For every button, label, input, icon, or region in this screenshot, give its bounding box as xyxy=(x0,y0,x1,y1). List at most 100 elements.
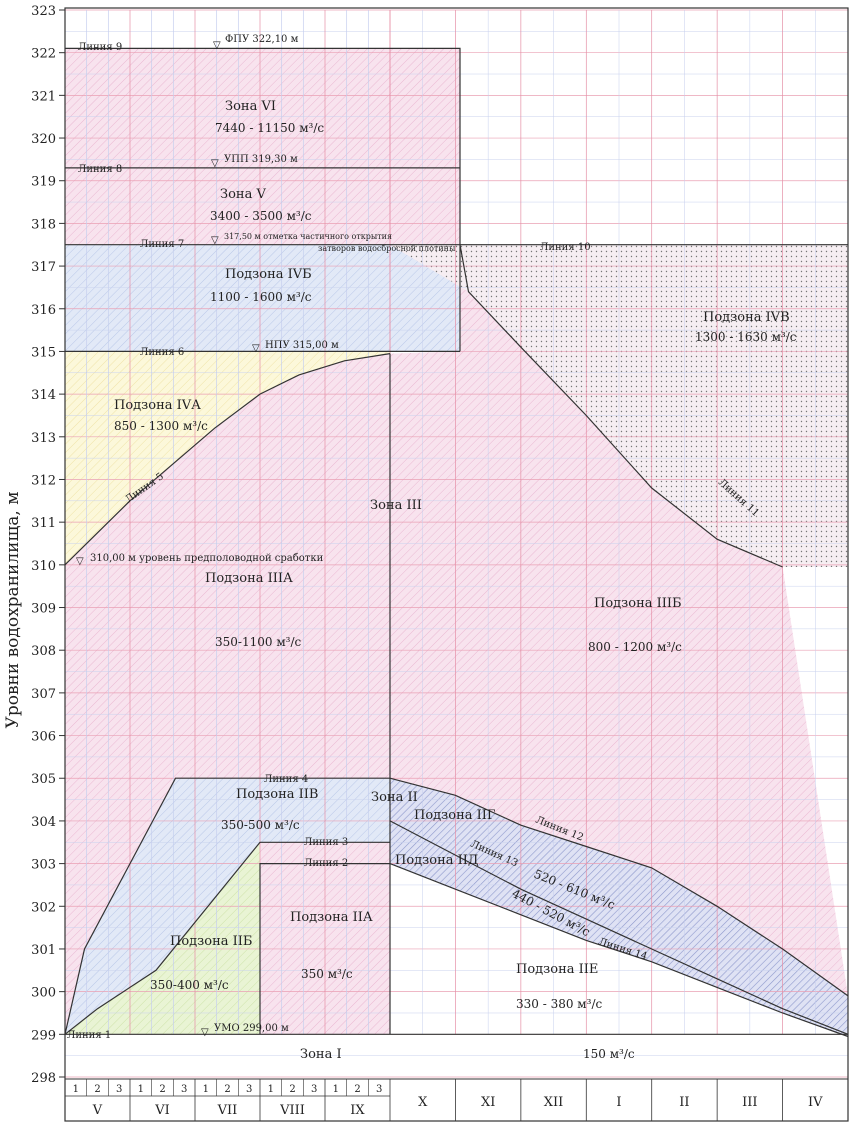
subzone-iie-flow: 330 - 380 м³/с xyxy=(516,997,602,1011)
y-tick-label: 316 xyxy=(31,303,56,318)
subzone-ivb-area xyxy=(65,244,460,352)
month-label: II xyxy=(679,1095,689,1110)
line-3 xyxy=(64,841,390,1035)
month-label: III xyxy=(742,1095,757,1110)
zone-i-name: Зона I xyxy=(300,1047,342,1062)
line-9-label: Линия 9 xyxy=(78,42,122,53)
decade-label: 1 xyxy=(138,1084,144,1095)
decade-label: 2 xyxy=(289,1084,295,1095)
npu-marker-icon: ▽ xyxy=(252,343,260,354)
zone-ii-name: Зона II xyxy=(371,790,418,805)
y-tick-label: 306 xyxy=(31,730,56,745)
y-tick-label: 301 xyxy=(31,943,56,958)
umo-marker-icon: ▽ xyxy=(201,1027,209,1038)
y-tick-label: 308 xyxy=(31,644,56,659)
y-axis: 298 299 300 301 302 303 304 305 306 307 308 309 310 3… xyxy=(31,4,65,1086)
subzone-iva-area xyxy=(65,351,390,565)
y-tick-label: 319 xyxy=(31,175,56,190)
y-tick-label: 317 xyxy=(31,260,56,275)
line-12 xyxy=(389,777,849,997)
zone-vi-area xyxy=(65,48,460,245)
subzone-iiib-name: Подзона IIIБ xyxy=(594,596,682,611)
y-tick-label: 321 xyxy=(31,89,56,104)
subzone-iib-name: Подзона IIБ xyxy=(170,934,252,949)
upp-marker-icon: ▽ xyxy=(211,158,219,169)
y-axis-label: Уровни водохранилища, м xyxy=(3,492,23,729)
decade-label: 1 xyxy=(73,1084,79,1095)
month-label: X xyxy=(418,1095,428,1110)
decade-label: 1 xyxy=(203,1084,209,1095)
zone-v-flow: 3400 - 3500 м³/с xyxy=(210,209,312,223)
zone-v-name: Зона V xyxy=(220,187,266,202)
decade-label: 3 xyxy=(181,1084,187,1095)
decade-label: 3 xyxy=(311,1084,317,1095)
y-tick-label: 323 xyxy=(31,4,56,19)
month-label: IX xyxy=(350,1103,365,1118)
y-tick-label: 303 xyxy=(31,858,56,873)
subzone-ivb-flow: 1100 - 1600 м³/с xyxy=(210,290,312,304)
subzone-iva-flow: 850 - 1300 м³/с xyxy=(114,419,208,433)
month-label: V xyxy=(92,1103,103,1118)
month-label: VIII xyxy=(279,1103,305,1118)
month-label: XI xyxy=(481,1095,495,1110)
subzone-ivv-flow: 1300 - 1630 м³/с xyxy=(695,330,797,344)
line-7-label: Линия 7 xyxy=(140,239,184,250)
zone-i-flow: 150 м³/с xyxy=(583,1047,635,1061)
npu-level-label: НПУ 315,00 м xyxy=(265,340,339,351)
month-label: IV xyxy=(808,1095,823,1110)
subzone-iib-flow: 350-400 м³/с xyxy=(150,978,229,992)
zone-vi-name: Зона VI xyxy=(225,99,276,114)
line-6-label: Линия 6 xyxy=(140,347,184,358)
partial-level-label-2: затворов водосбросной плотины xyxy=(318,244,456,253)
subzone-iiia-flow: 350-1100 м³/с xyxy=(215,635,302,649)
subzone-iie-name: Подзона IIЕ xyxy=(516,962,598,977)
line-13 xyxy=(389,820,849,1035)
y-tick-label: 305 xyxy=(31,772,56,787)
decade-label: 3 xyxy=(376,1084,382,1095)
y-tick-label: 307 xyxy=(31,687,56,702)
line-5 xyxy=(64,353,391,566)
decade-label: 2 xyxy=(224,1084,230,1095)
subzone-iid-name: Подзона IIД xyxy=(395,853,478,868)
subzone-iiia-name: Подзона IIIА xyxy=(205,571,293,586)
line-14 xyxy=(389,863,849,1038)
upp-level-label: УПП 319,30 м xyxy=(224,154,298,165)
line-9 xyxy=(65,47,461,352)
line-2-label: Линия 2 xyxy=(304,858,348,869)
subzone-iiib-flow: 800 - 1200 м³/с xyxy=(588,640,682,654)
predflood-marker-icon: ▽ xyxy=(76,556,84,567)
subzone-iia-name: Подзона IIА xyxy=(290,910,373,925)
y-tick-label: 312 xyxy=(31,473,56,488)
partial-level-label-1: 317,50 м отметка частичного открытия xyxy=(224,232,392,241)
subzone-iig-name: Подзона IIГ xyxy=(414,808,496,823)
fpu-marker-icon: ▽ xyxy=(213,40,221,51)
zone-vi-flow: 7440 - 11150 м³/с xyxy=(215,121,324,135)
subzone-iva-name: Подзона IVА xyxy=(114,398,201,413)
decade-label: 1 xyxy=(333,1084,339,1095)
line-4-label: Линия 4 xyxy=(264,774,308,785)
y-tick-label: 314 xyxy=(31,388,56,403)
line-4 xyxy=(64,777,390,1035)
y-tick-label: 311 xyxy=(31,516,56,531)
y-tick-label: 309 xyxy=(31,602,56,617)
level-markers: ▽ ФПУ 322,10 м ▽ УПП 319,30 м ▽ 317,50 м… xyxy=(76,34,456,1038)
subzone-ivv-name: Подзона IVВ xyxy=(703,310,790,325)
y-tick-label: 318 xyxy=(31,217,56,232)
y-tick-label: 302 xyxy=(31,900,56,915)
decade-label: 3 xyxy=(246,1084,252,1095)
y-tick-label: 320 xyxy=(31,132,56,147)
subzone-iiv-flow: 350-500 м³/с xyxy=(221,818,300,832)
y-tick-label: 304 xyxy=(31,815,56,830)
decade-label: 3 xyxy=(116,1084,122,1095)
fpu-level-label: ФПУ 322,10 м xyxy=(225,34,299,45)
line-10-label: Линия 10 xyxy=(540,242,591,253)
decade-label: 2 xyxy=(354,1084,360,1095)
line-11 xyxy=(459,244,783,568)
decade-label: 2 xyxy=(94,1084,100,1095)
line-2 xyxy=(259,862,390,1035)
decade-label: 1 xyxy=(268,1084,274,1095)
y-tick-label: 298 xyxy=(31,1071,56,1086)
